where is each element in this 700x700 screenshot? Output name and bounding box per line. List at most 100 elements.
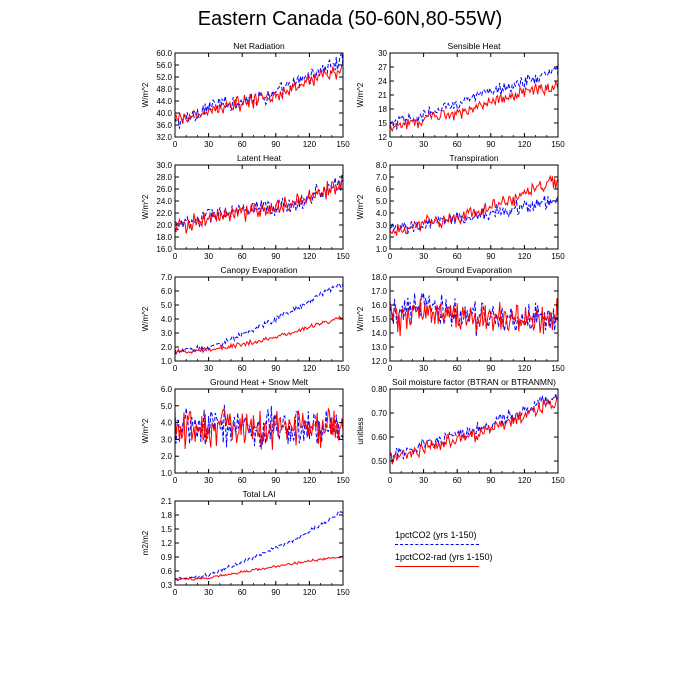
y-tick-label: 5.0 [376,197,388,206]
y-tick-label: 0.50 [371,457,387,466]
y-tick-label: 0.70 [371,409,387,418]
y-tick-label: 32.0 [156,133,172,142]
x-tick-label: 90 [486,140,495,149]
x-tick-label: 30 [204,252,213,261]
y-tick-label: 18.0 [371,273,387,282]
series-line-red-solid [175,555,343,581]
y-tick-label: 1.2 [161,539,173,548]
y-axis-label: W/m^2 [356,306,365,331]
y-tick-label: 0.60 [371,433,387,442]
y-tick-label: 15.0 [371,315,387,324]
x-tick-label: 150 [336,140,350,149]
x-tick-label: 120 [303,476,317,485]
x-tick-label: 0 [388,364,393,373]
y-tick-label: 26.0 [156,185,172,194]
x-tick-label: 150 [336,252,350,261]
y-axis-label: W/m^2 [141,418,150,443]
x-tick-label: 30 [204,476,213,485]
y-tick-label: 28.0 [156,173,172,182]
y-tick-label: 2.1 [161,497,173,506]
series-line-blue-dashed [175,510,343,582]
x-tick-label: 60 [453,252,462,261]
series-line-blue-dashed [390,65,558,130]
x-tick-label: 90 [486,476,495,485]
series-line-blue-dashed [390,195,558,234]
y-tick-label: 2.0 [161,452,173,461]
y-tick-label: 4.0 [161,315,173,324]
plot-frame [389,164,559,250]
chart-panel-8: Soil moisture factor (BTRAN or BTRANMN) u… [356,377,565,485]
y-tick-label: 3.0 [376,221,388,230]
series-line-red-solid [390,174,558,236]
chart-panel-7: Ground Heat + Snow Melt W/m^2 0 30 60 90 120 15… [141,377,350,485]
figure-title: Eastern Canada (50-60N,80-55W) [197,8,503,30]
x-tick-label: 0 [173,364,178,373]
y-tick-label: 8.0 [376,161,388,170]
y-tick-label: 52.0 [156,73,172,82]
series-line-red-solid [390,298,558,337]
x-tick-label: 0 [388,140,393,149]
y-tick-label: 1.0 [376,245,388,254]
y-tick-label: 56.0 [156,61,172,70]
panel-title: Net Radiation [233,41,285,51]
y-tick-label: 3.0 [161,435,173,444]
y-axis-label: W/m^2 [356,194,365,219]
series-line-red-solid [175,315,343,355]
y-axis-label: W/m^2 [356,82,365,107]
x-tick-label: 0 [173,252,178,261]
series-line-blue-dashed [390,393,558,461]
y-tick-label: 7.0 [161,273,173,282]
x-tick-label: 0 [173,476,178,485]
x-tick-label: 30 [419,252,428,261]
y-tick-label: 0.80 [371,385,387,394]
y-tick-label: 36.0 [156,121,172,130]
y-tick-label: 2.0 [376,233,388,242]
series-line-blue-dashed [175,53,343,129]
x-tick-label: 0 [173,140,178,149]
x-tick-label: 90 [271,140,280,149]
x-tick-label: 30 [419,476,428,485]
panel-title: Ground Heat + Snow Melt [210,377,309,387]
y-axis-label: m2/m2 [141,530,150,555]
x-tick-label: 90 [271,476,280,485]
y-tick-label: 60.0 [156,49,172,58]
y-tick-label: 20.0 [156,221,172,230]
y-tick-label: 1.0 [161,357,173,366]
y-axis-label: W/m^2 [141,82,150,107]
plot-frame [174,500,344,586]
chart-panel-9: Total LAI m2/m2 0 30 60 90 120 150 0.3 0.6 0.9 1.2 1… [141,489,350,597]
x-tick-label: 60 [453,364,462,373]
y-axis-label: W/m^2 [141,194,150,219]
legend-label-1pctco2-rad: 1pctCO2-rad (yrs 1-150) [395,552,493,562]
chart-panel-1: Net Radiation W/m^2 0 30 60 90 120 150 32.0 36.0 4… [141,41,350,149]
panel-title: Latent Heat [237,153,282,163]
x-tick-label: 60 [238,252,247,261]
x-tick-label: 60 [238,140,247,149]
y-tick-label: 13.0 [371,343,387,352]
x-tick-label: 30 [419,364,428,373]
y-tick-label: 6.0 [161,385,173,394]
y-tick-label: 1.5 [161,525,173,534]
y-tick-label: 12 [378,133,387,142]
x-tick-label: 150 [336,364,350,373]
y-tick-label: 0.9 [161,553,173,562]
y-tick-label: 16.0 [156,245,172,254]
panel-title: Canopy Evaporation [220,265,297,275]
legend-label-1pctco2: 1pctCO2 (yrs 1-150) [395,530,477,540]
series-line-red-solid [175,178,343,234]
chart-panel-5: Canopy Evaporation W/m^2 0 30 60 90 120 150 1.0 2… [141,265,350,373]
x-tick-label: 120 [303,364,317,373]
plot-frame [174,52,344,138]
panel-title: Ground Evaporation [436,265,512,275]
x-tick-label: 150 [551,364,565,373]
y-tick-label: 3.0 [161,329,173,338]
x-tick-label: 60 [238,476,247,485]
y-tick-label: 1.8 [161,511,173,520]
y-tick-label: 27 [378,63,387,72]
x-tick-label: 30 [204,140,213,149]
y-tick-label: 24.0 [156,197,172,206]
series-line-red-solid [175,408,343,450]
y-tick-label: 24 [378,77,387,86]
panel-title: Transpiration [449,153,499,163]
y-tick-label: 18 [378,105,387,114]
